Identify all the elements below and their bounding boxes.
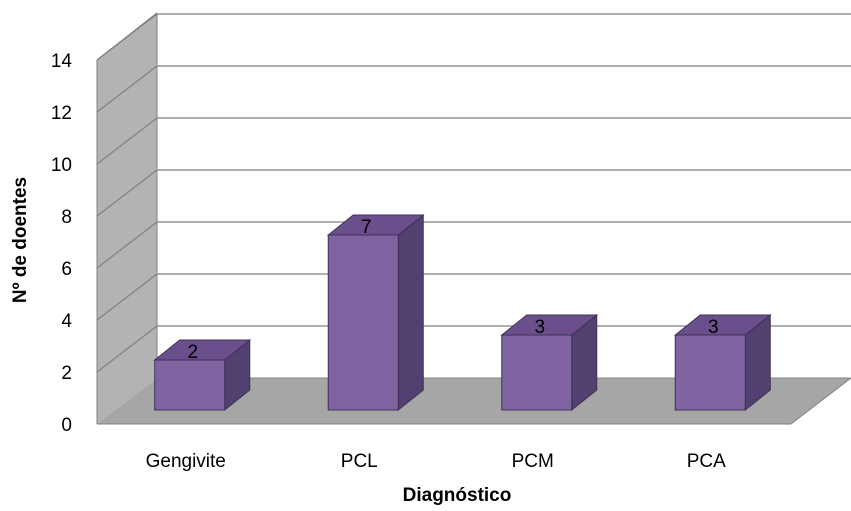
y-tick-label: 10: [51, 155, 72, 176]
axes: [96, 60, 791, 425]
data-label: 3: [534, 317, 545, 338]
data-label: 7: [361, 217, 372, 238]
chart-floor: [97, 378, 851, 424]
side-gridline: [96, 273, 158, 321]
bar-pcm: [500, 313, 599, 412]
bar-front-face: [501, 334, 573, 411]
side-gridline: [96, 221, 158, 269]
floor-right-edge: [790, 377, 851, 425]
y-tick-label: 12: [51, 103, 72, 124]
bar-gengivite: [153, 338, 252, 412]
side-top-edge: [96, 12, 158, 61]
bar-pcl: [326, 213, 425, 412]
y-tick-label: 8: [61, 207, 72, 228]
x-axis-title: Diagnóstico: [403, 485, 512, 506]
x-category-label: Gengivite: [146, 451, 226, 472]
data-label: 2: [187, 342, 198, 363]
side-gridline: [96, 325, 158, 373]
y-tick-labels: 0 2 4 6 8 10 12 14: [51, 51, 73, 436]
side-gridline: [96, 117, 158, 165]
y-tick-label: 14: [51, 51, 73, 72]
bar-front-face: [154, 359, 226, 411]
y-tick-label: 0: [61, 415, 72, 436]
side-gridline: [96, 65, 158, 113]
bar-side-face: [397, 213, 424, 412]
side-gridline: [96, 169, 158, 217]
y-tick-label: 2: [61, 363, 72, 384]
bar-pca: [673, 313, 772, 412]
y-tick-label: 4: [61, 311, 72, 332]
x-category-label: PCL: [341, 451, 378, 472]
data-label: 3: [708, 317, 719, 338]
bars: [153, 213, 772, 412]
data-labels: 2 7 3 3: [187, 217, 718, 363]
bar-front-face: [327, 234, 399, 411]
y-tick-label: 6: [61, 259, 72, 280]
side-wall: [97, 13, 157, 424]
x-category-label: PCA: [687, 451, 726, 472]
y-axis-title: Nº de doentes: [10, 177, 31, 303]
category-labels: Gengivite PCL PCM PCA: [146, 451, 726, 472]
x-category-label: PCM: [512, 451, 554, 472]
bar-front-face: [674, 334, 746, 411]
